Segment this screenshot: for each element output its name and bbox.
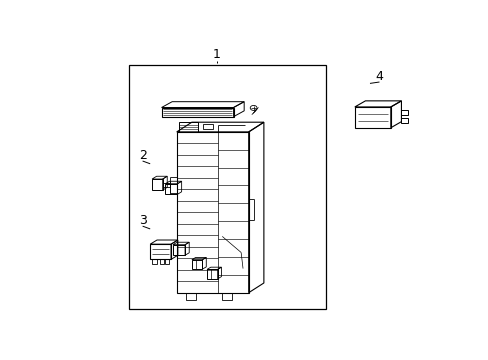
Bar <box>150 244 171 260</box>
Bar <box>178 122 197 132</box>
Bar <box>129 66 326 309</box>
Bar <box>152 179 163 190</box>
Bar <box>176 132 248 293</box>
Text: 3: 3 <box>139 214 146 227</box>
Bar <box>173 245 184 255</box>
Text: 1: 1 <box>212 48 220 61</box>
Bar <box>165 184 177 194</box>
Bar <box>206 269 217 279</box>
Bar <box>186 293 195 300</box>
Bar <box>161 108 233 117</box>
Bar <box>159 260 164 264</box>
Bar <box>191 260 202 269</box>
Bar <box>401 110 407 115</box>
Bar <box>152 260 156 264</box>
Bar <box>401 118 407 122</box>
Bar <box>203 123 212 129</box>
Text: 2: 2 <box>139 149 146 162</box>
Text: 4: 4 <box>375 70 383 83</box>
Bar <box>165 260 169 264</box>
Bar <box>222 293 231 300</box>
Bar <box>354 107 390 128</box>
